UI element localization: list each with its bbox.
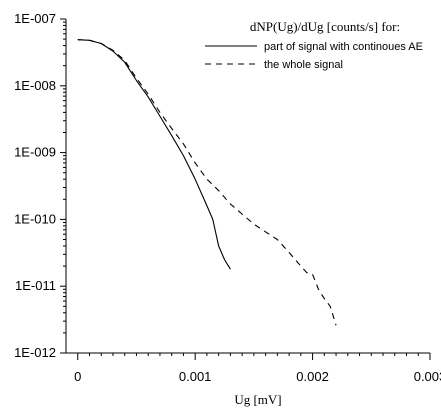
legend-title: dNP(Ug)/dUg [counts/s] for:	[250, 19, 400, 34]
x-tick-label: 0.001	[179, 369, 212, 384]
x-tick-label: 0.003	[414, 369, 441, 384]
legend-label-series-2: the whole signal	[264, 59, 343, 71]
y-tick-label: 1E-010	[14, 211, 56, 226]
series-line-1	[77, 39, 231, 270]
legend-label-series-1: part of signal with continoues AE	[264, 41, 423, 53]
y-tick-label: 1E-007	[14, 11, 56, 26]
y-axis-ticks: 1E-007 1E-008 1E-009 1E-010 1E-011 1E-012	[14, 11, 66, 360]
series-line-2	[77, 39, 337, 326]
y-tick-label: 1E-008	[14, 78, 56, 93]
x-tick-label: 0	[74, 369, 81, 384]
x-axis-title: Ug [mV]	[234, 392, 281, 407]
legend: dNP(Ug)/dUg [counts/s] for: part of sign…	[205, 19, 423, 71]
y-tick-label: 1E-009	[14, 145, 56, 160]
y-tick-label: 1E-011	[15, 278, 56, 293]
y-tick-label: 1E-012	[14, 345, 56, 360]
x-tick-label: 0.002	[296, 369, 329, 384]
series-group	[77, 39, 337, 326]
x-axis-ticks: 0 0.001 0.002 0.003	[74, 353, 441, 384]
